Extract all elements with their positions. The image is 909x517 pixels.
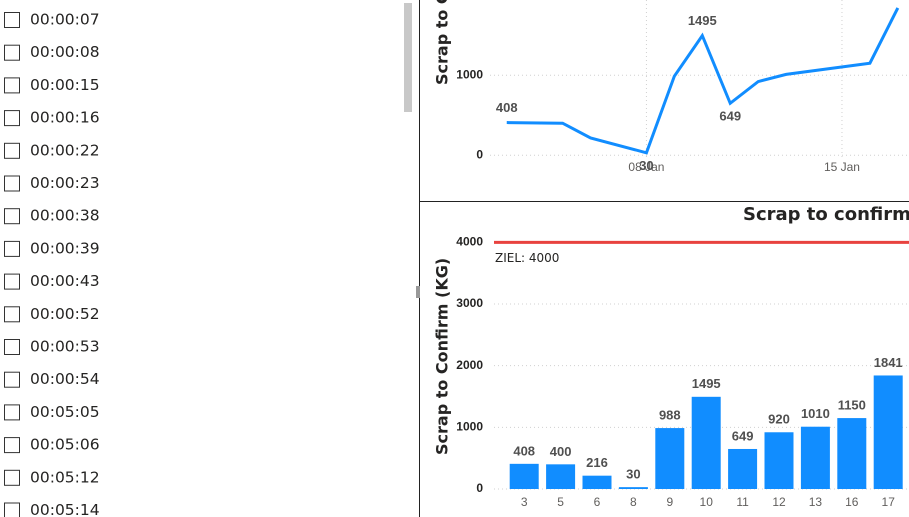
slicer-item[interactable]: 00:00:16 [30, 109, 100, 127]
y-tick-label: 0 [476, 147, 483, 161]
slicer-item[interactable]: 00:05:14 [30, 501, 100, 517]
chart-title: Scrap to confirm(K [743, 204, 909, 225]
checkbox[interactable] [4, 339, 20, 355]
data-label: 400 [550, 444, 572, 459]
checkbox[interactable] [4, 371, 20, 388]
data-label: 920 [768, 412, 790, 427]
reference-label: ZIEL: 4000 [495, 251, 559, 265]
y-tick-label: 1000 [456, 420, 483, 434]
slicer-item[interactable]: 00:00:07 [30, 11, 100, 29]
checkbox[interactable] [4, 404, 20, 421]
data-label: 1495 [688, 13, 717, 28]
slicer-item[interactable]: 00:00:39 [30, 239, 100, 257]
checkbox[interactable] [4, 77, 20, 94]
y-axis-title: Scrap to Confirm (KG) [433, 258, 452, 455]
slicer-item[interactable]: 00:05:12 [30, 468, 100, 486]
checkbox[interactable] [4, 142, 20, 159]
checkbox[interactable] [4, 240, 20, 257]
data-label: 1495 [692, 376, 721, 391]
data-label: 408 [513, 443, 535, 458]
x-tick-label: 17 [882, 495, 896, 509]
bar [582, 475, 612, 489]
data-label: 649 [719, 109, 741, 124]
data-label: 216 [586, 455, 608, 470]
bar [728, 448, 758, 489]
slicer-item[interactable]: 00:00:08 [30, 43, 100, 61]
scrollbar[interactable] [404, 3, 412, 112]
bar [764, 432, 794, 489]
bar [873, 375, 903, 489]
data-label: 30 [626, 467, 640, 482]
checkbox[interactable] [4, 306, 20, 323]
bar [800, 426, 830, 489]
y-tick-label: 2000 [456, 0, 483, 1]
x-tick-label: 8 [630, 495, 637, 509]
data-label: 649 [732, 428, 754, 443]
data-label: 408 [496, 100, 518, 115]
x-tick-label: 11 [736, 495, 749, 509]
x-tick-label: 15 Jan [824, 160, 860, 174]
slicer-item[interactable]: 00:00:52 [30, 305, 100, 323]
bar [618, 487, 648, 489]
y-tick-label: 1000 [456, 67, 483, 81]
x-tick-label: 6 [594, 495, 601, 509]
x-tick-label: 16 [845, 495, 859, 509]
checkbox[interactable] [4, 502, 20, 517]
checkbox[interactable] [4, 12, 20, 28]
slicer-item[interactable]: 00:05:06 [30, 436, 100, 454]
x-tick-label: 5 [557, 495, 564, 509]
checkbox[interactable] [4, 110, 20, 127]
data-label: 30 [639, 158, 653, 173]
y-axis-title: Scrap to C [433, 0, 452, 85]
x-tick-label: 3 [521, 495, 528, 509]
bar [837, 418, 867, 489]
x-tick-label: 9 [666, 495, 673, 509]
slicer-item[interactable]: 00:00:53 [30, 338, 100, 356]
slicer-item[interactable]: 00:00:54 [30, 370, 100, 388]
x-tick-label: 13 [809, 495, 823, 509]
checkbox[interactable] [4, 44, 20, 61]
bar [655, 428, 685, 489]
checkbox[interactable] [4, 208, 20, 225]
bar [509, 463, 539, 489]
x-tick-label: 12 [772, 495, 786, 509]
line [506, 7, 900, 155]
slicer-item[interactable]: 00:00:22 [30, 141, 100, 159]
checkbox[interactable] [4, 437, 20, 454]
slicer-item[interactable]: 00:00:38 [30, 207, 100, 225]
bar [691, 396, 721, 489]
data-label: 1010 [801, 406, 830, 421]
slicer-item[interactable]: 00:00:43 [30, 272, 100, 290]
y-tick-label: 4000 [456, 235, 483, 249]
resize-handle[interactable] [416, 286, 420, 298]
y-tick-label: 2000 [456, 358, 483, 372]
data-label: 988 [659, 408, 681, 423]
data-label: 1841 [874, 355, 903, 370]
slicer-item[interactable]: 00:05:05 [30, 403, 100, 421]
x-tick-label: 10 [700, 495, 714, 509]
checkbox[interactable] [4, 469, 20, 486]
bar [546, 464, 576, 489]
checkbox[interactable] [4, 273, 20, 290]
data-label: 1150 [838, 398, 866, 413]
x-tick-label: 08 Jan [628, 160, 664, 174]
y-tick-label: 0 [476, 481, 483, 495]
y-tick-label: 3000 [456, 296, 483, 310]
slicer-item[interactable]: 00:00:23 [30, 174, 100, 192]
slicer-item[interactable]: 00:00:15 [30, 76, 100, 94]
checkbox[interactable] [4, 175, 20, 192]
